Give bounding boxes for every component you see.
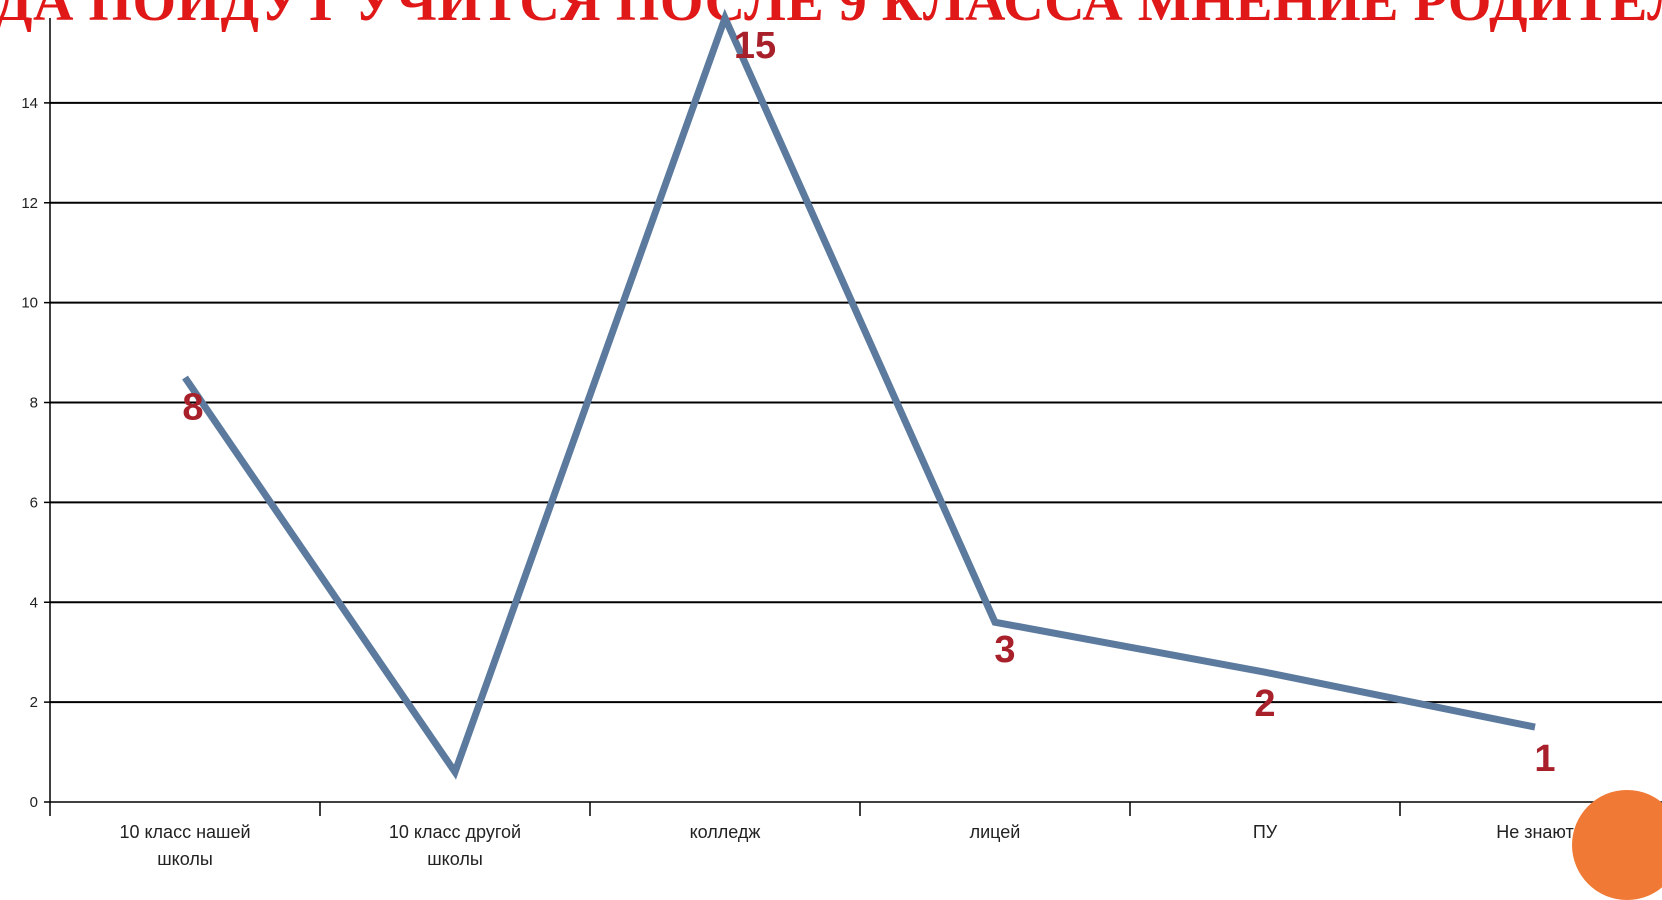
x-tick-label: Не знают <box>1496 822 1574 842</box>
gridlines <box>50 103 1662 702</box>
y-tick-label: 12 <box>21 195 38 212</box>
data-label: 3 <box>994 629 1015 671</box>
data-label: 1 <box>1534 738 1555 780</box>
series-line <box>185 18 1535 772</box>
data-label: 2 <box>1254 683 1275 725</box>
y-tick-label: 2 <box>30 694 38 711</box>
y-tick-label: 0 <box>30 794 38 811</box>
data-label: 8 <box>182 387 203 429</box>
y-axis: 0 2 4 6 8 10 12 14 <box>21 18 50 811</box>
x-tick-label: лицей <box>970 822 1021 842</box>
y-tick-label: 6 <box>30 494 38 511</box>
data-label: 15 <box>734 25 776 67</box>
y-tick-label: 4 <box>30 594 38 611</box>
y-tick-label: 10 <box>21 295 38 312</box>
y-tick-label: 8 <box>30 395 38 412</box>
y-tick-label: 14 <box>21 95 38 112</box>
x-tick-label: ПУ <box>1253 822 1278 842</box>
x-tick-label: колледж <box>690 822 761 842</box>
series <box>185 18 1535 772</box>
